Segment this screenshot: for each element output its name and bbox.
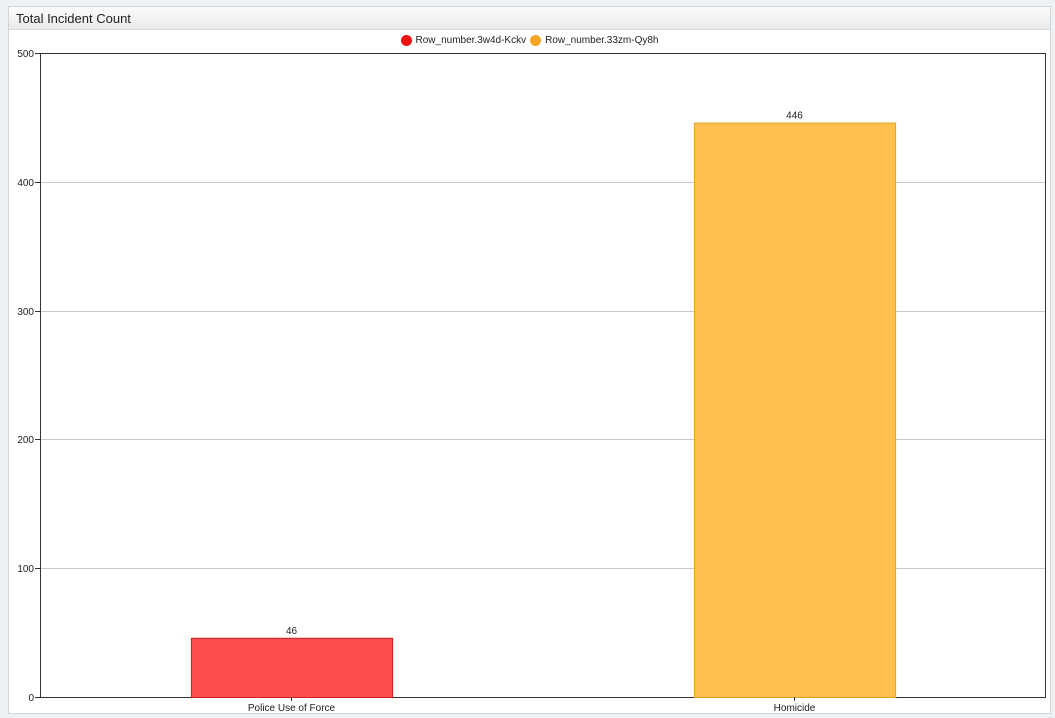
- legend-label-series-1: Row_number.3w4d-Kckv: [415, 34, 527, 46]
- y-tick-label: 100: [17, 564, 34, 575]
- legend-swatch-series-2: [530, 34, 542, 46]
- y-tick-label: 200: [17, 435, 34, 446]
- y-tick-label: 400: [17, 178, 34, 189]
- bar-1: [190, 637, 394, 699]
- x-tick-label: Police Use of Force: [248, 703, 336, 713]
- bar-value-label-2: 446: [786, 111, 803, 122]
- legend-swatch-series-1: [400, 34, 412, 46]
- legend-label-series-2: Row_number.33zm-Qy8h: [545, 34, 659, 46]
- x-tick-label: Homicide: [774, 703, 816, 713]
- chart-widget: Total Incident Count Row_number.3w4d-Kck…: [8, 6, 1051, 714]
- chart-legend: Row_number.3w4d-Kckv Row_number.33zm-Qy8…: [9, 32, 1050, 48]
- legend-item-series-1[interactable]: Row_number.3w4d-Kckv: [400, 34, 527, 46]
- y-tick-label: 300: [17, 307, 34, 318]
- legend-item-series-2[interactable]: Row_number.33zm-Qy8h: [530, 34, 659, 46]
- widget-title: Total Incident Count: [16, 11, 131, 26]
- y-tick-label: 0: [28, 693, 34, 704]
- widget-header: Total Incident Count: [9, 7, 1050, 30]
- bar-2: [693, 122, 897, 698]
- bar-chart: 0 100 200 300 400 500 46 446 Police Use of Force…: [17, 49, 1046, 713]
- bar-value-label-1: 46: [286, 626, 298, 637]
- y-tick-label: 500: [17, 49, 34, 60]
